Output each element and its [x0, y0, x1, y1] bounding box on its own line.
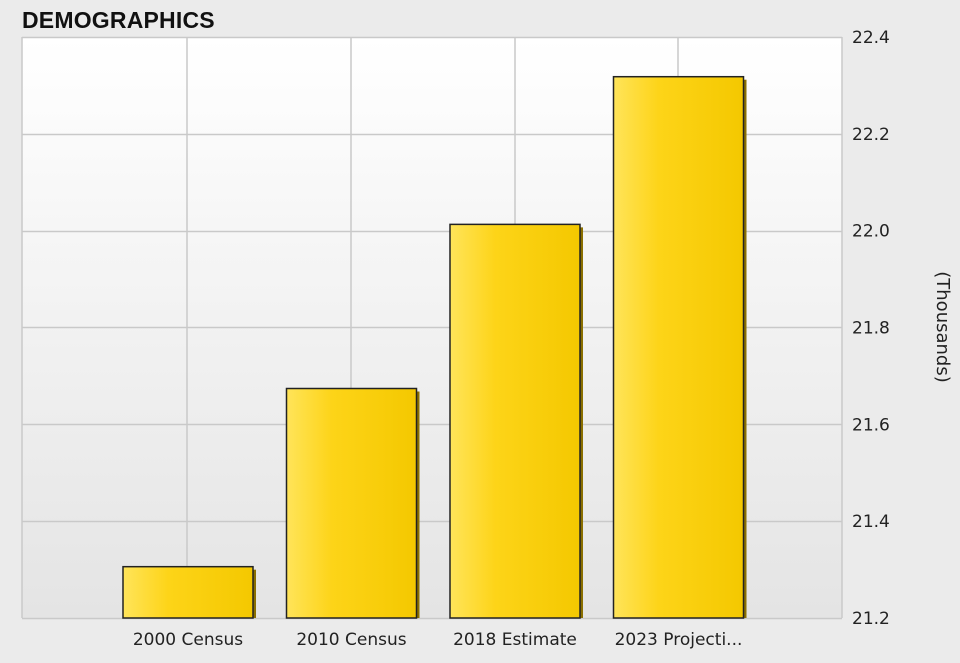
y-tick-label: 22.2: [852, 125, 890, 145]
y-axis-title: (Thousands): [932, 271, 953, 383]
x-tick-label: 2018 Estimate: [453, 630, 577, 650]
bar: [285, 387, 418, 619]
x-tick-label: 2000 Census: [133, 630, 243, 650]
bars: [122, 75, 747, 619]
x-axis-labels: 2000 Census 2010 Census 2018 Estimate 2023 …: [133, 630, 743, 650]
bar: [449, 223, 581, 619]
x-tick-label: 2023 Projecti...: [615, 630, 743, 650]
y-axis-labels: 21.2 21.4 21.6 21.8 22.0 22.2 22.4: [852, 28, 890, 629]
bar: [612, 75, 745, 619]
y-tick-label: 21.2: [852, 609, 890, 629]
page-title: DEMOGRAPHICS: [22, 7, 215, 33]
x-tick-label: 2010 Census: [296, 630, 406, 650]
bar: [122, 565, 254, 619]
y-tick-label: 21.4: [852, 512, 890, 532]
y-tick-label: 21.8: [852, 319, 890, 339]
y-tick-label: 22.4: [852, 28, 890, 48]
y-tick-label: 22.0: [852, 222, 890, 242]
y-tick-label: 21.6: [852, 415, 890, 435]
